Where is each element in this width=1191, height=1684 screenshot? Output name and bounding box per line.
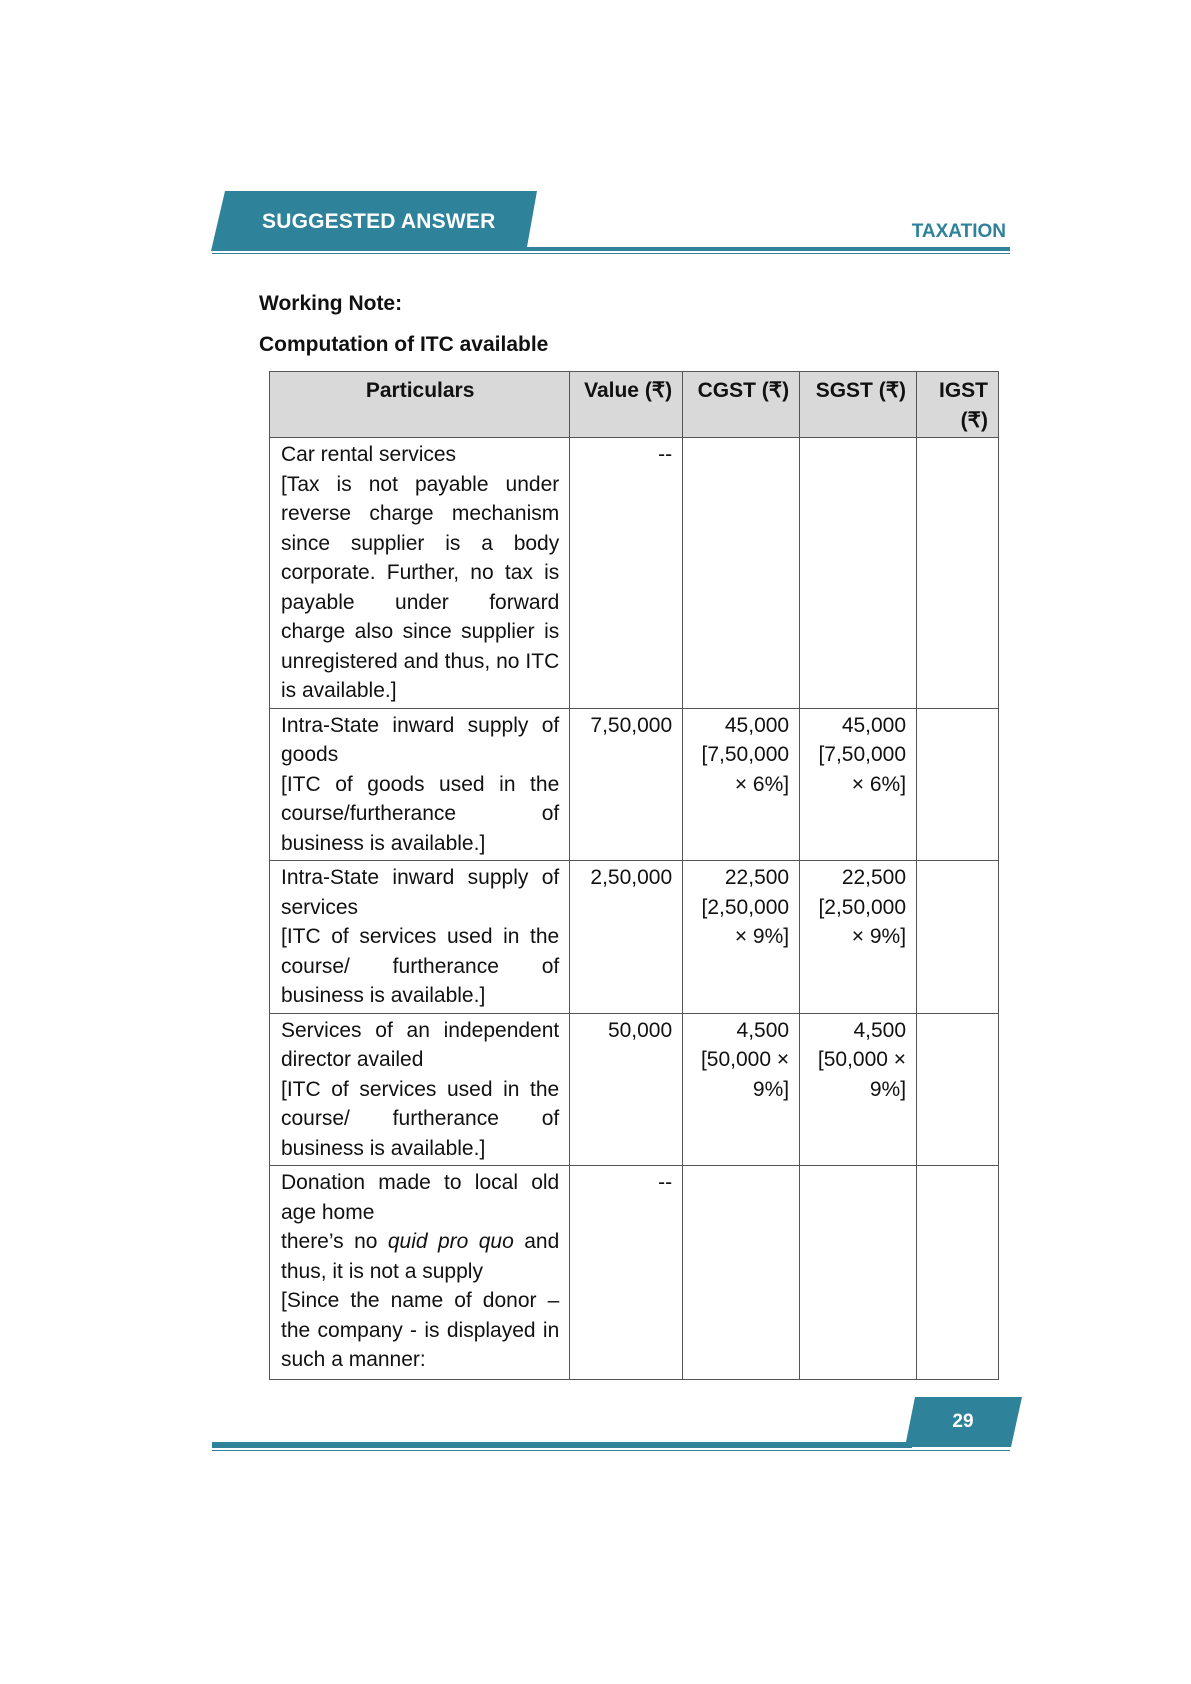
value-cell: 50,000: [569, 1012, 684, 1166]
subject-label: TAXATION: [911, 221, 1006, 242]
working-note-heading: Working Note:: [259, 292, 403, 315]
particulars-line: [Tax is not payable under reverse charge…: [281, 472, 560, 703]
particulars-line: [ITC of services used in the course/ fur…: [281, 1077, 560, 1160]
footer-rule-thin: [212, 1450, 1010, 1451]
particulars-cell: Car rental services [Tax is not payable u…: [268, 437, 571, 709]
cgst-cell: 45,000 [7,50,000 × 6%]: [682, 707, 801, 861]
particulars-line: [ITC of services used in the course/ fur…: [281, 925, 560, 1007]
sgst-cell: 4,500 [50,000 × 9%]: [799, 1012, 918, 1166]
column-header: CGST (₹): [682, 371, 801, 438]
igst-cell: [916, 860, 999, 1014]
value-cell: --: [569, 1165, 684, 1380]
particulars-line: Services of an independent director avai…: [281, 1018, 560, 1072]
header-rule-thin: [212, 253, 1010, 254]
sgst-cell: [799, 437, 918, 709]
igst-cell: [916, 437, 999, 709]
particulars-cell: Donation made to local old age home there…: [268, 1165, 571, 1380]
particulars-cell: Intra-State inward supply of services [IT…: [268, 860, 571, 1014]
header-rule: [212, 247, 1010, 251]
table-row: Donation made to local old age home there…: [268, 1165, 999, 1380]
particulars-line: Intra-State inward supply of services: [281, 866, 560, 919]
igst-cell: [916, 1165, 999, 1380]
header-title: SUGGESTED ANSWER: [262, 210, 496, 233]
particulars-line: Intra-State inward supply of goods: [281, 713, 560, 767]
igst-cell: [916, 1012, 999, 1166]
sgst-cell: 22,500 [2,50,000 × 9%]: [799, 860, 918, 1014]
column-header: IGST (₹): [916, 371, 999, 438]
particulars-cell: Services of an independent director avai…: [268, 1012, 571, 1166]
column-header: Particulars: [268, 371, 571, 438]
table-row: Intra-State inward supply of services [IT…: [268, 860, 999, 1014]
cgst-cell: 4,500 [50,000 × 9%]: [682, 1012, 801, 1166]
table-row: Intra-State inward supply of goods [ITC o…: [268, 707, 999, 861]
cgst-cell: 22,500 [2,50,000 × 9%]: [682, 860, 801, 1014]
footer-tab-shape: [905, 1397, 1022, 1447]
table-row: Car rental services [Tax is not payable u…: [268, 437, 999, 709]
footer-rule: [212, 1442, 912, 1448]
igst-cell: [916, 707, 999, 861]
cgst-cell: [682, 1165, 801, 1380]
computation-heading: Computation of ITC available: [259, 333, 549, 356]
value-cell: 7,50,000: [569, 707, 684, 861]
sgst-cell: 45,000 [7,50,000 × 6%]: [799, 707, 918, 861]
itc-table: Particulars Value (₹) CGST (₹) SGST (₹) IGST…: [268, 371, 999, 1380]
particulars-cell: Intra-State inward supply of goods [ITC o…: [268, 707, 571, 861]
value-cell: --: [569, 437, 684, 709]
column-header: Value (₹): [569, 371, 684, 438]
particulars-line: Donation made to local old age home: [281, 1171, 560, 1224]
value-cell: 2,50,000: [569, 860, 684, 1014]
particulars-line: [ITC of goods used in the course/further…: [281, 772, 560, 855]
sgst-cell: [799, 1165, 918, 1380]
particulars-line: there’s no quid pro quo and thus, it is …: [281, 1230, 560, 1283]
particulars-line: [Since the name of donor – the company -…: [281, 1289, 560, 1371]
column-header: SGST (₹): [799, 371, 918, 438]
particulars-line: Car rental services: [281, 443, 457, 466]
page-number: 29: [952, 1411, 974, 1432]
header-tab-shape: [211, 191, 537, 251]
table-row: Services of an independent director avai…: [268, 1012, 999, 1166]
cgst-cell: [682, 437, 801, 709]
